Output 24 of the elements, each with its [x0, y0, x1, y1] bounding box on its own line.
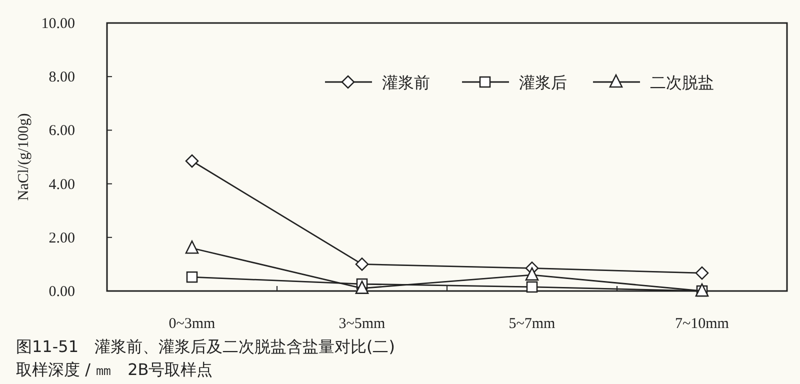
- x-tick-label: 5~7mm: [508, 316, 556, 332]
- text: 图11-51 灌浆前、灌浆后及二次脱盐含盐量对比(二): [16, 337, 395, 356]
- point: [185, 154, 199, 168]
- y-tick-label: 8.00: [48, 70, 75, 86]
- legend-label: 灌浆前: [382, 73, 430, 92]
- y-tick-label: 0.00: [48, 284, 75, 300]
- y-tick-label: 4.00: [48, 176, 75, 193]
- y-axis-title: NaCl/(g/100g): [16, 113, 32, 201]
- point: [355, 280, 369, 294]
- point: [525, 267, 539, 281]
- point: [185, 240, 199, 254]
- point: [695, 266, 709, 280]
- legend-label: 灌浆后: [519, 73, 567, 92]
- y-tick-label: 2.00: [48, 230, 75, 246]
- point: [526, 281, 538, 293]
- y-tick-label: 6.00: [48, 123, 75, 140]
- point: [355, 258, 369, 271]
- x-tick-label: 0~3mm: [168, 316, 216, 332]
- point: [186, 271, 198, 283]
- x-axis-title: 取样深度 / ㎜ 2B号取样点: [16, 360, 213, 379]
- x-tick-label: 7~10mm: [675, 316, 730, 332]
- x-tick-label: 3~5mm: [338, 316, 386, 332]
- legend-label: 二次脱盐: [650, 73, 714, 92]
- y-tick-label: 10.00: [41, 16, 75, 32]
